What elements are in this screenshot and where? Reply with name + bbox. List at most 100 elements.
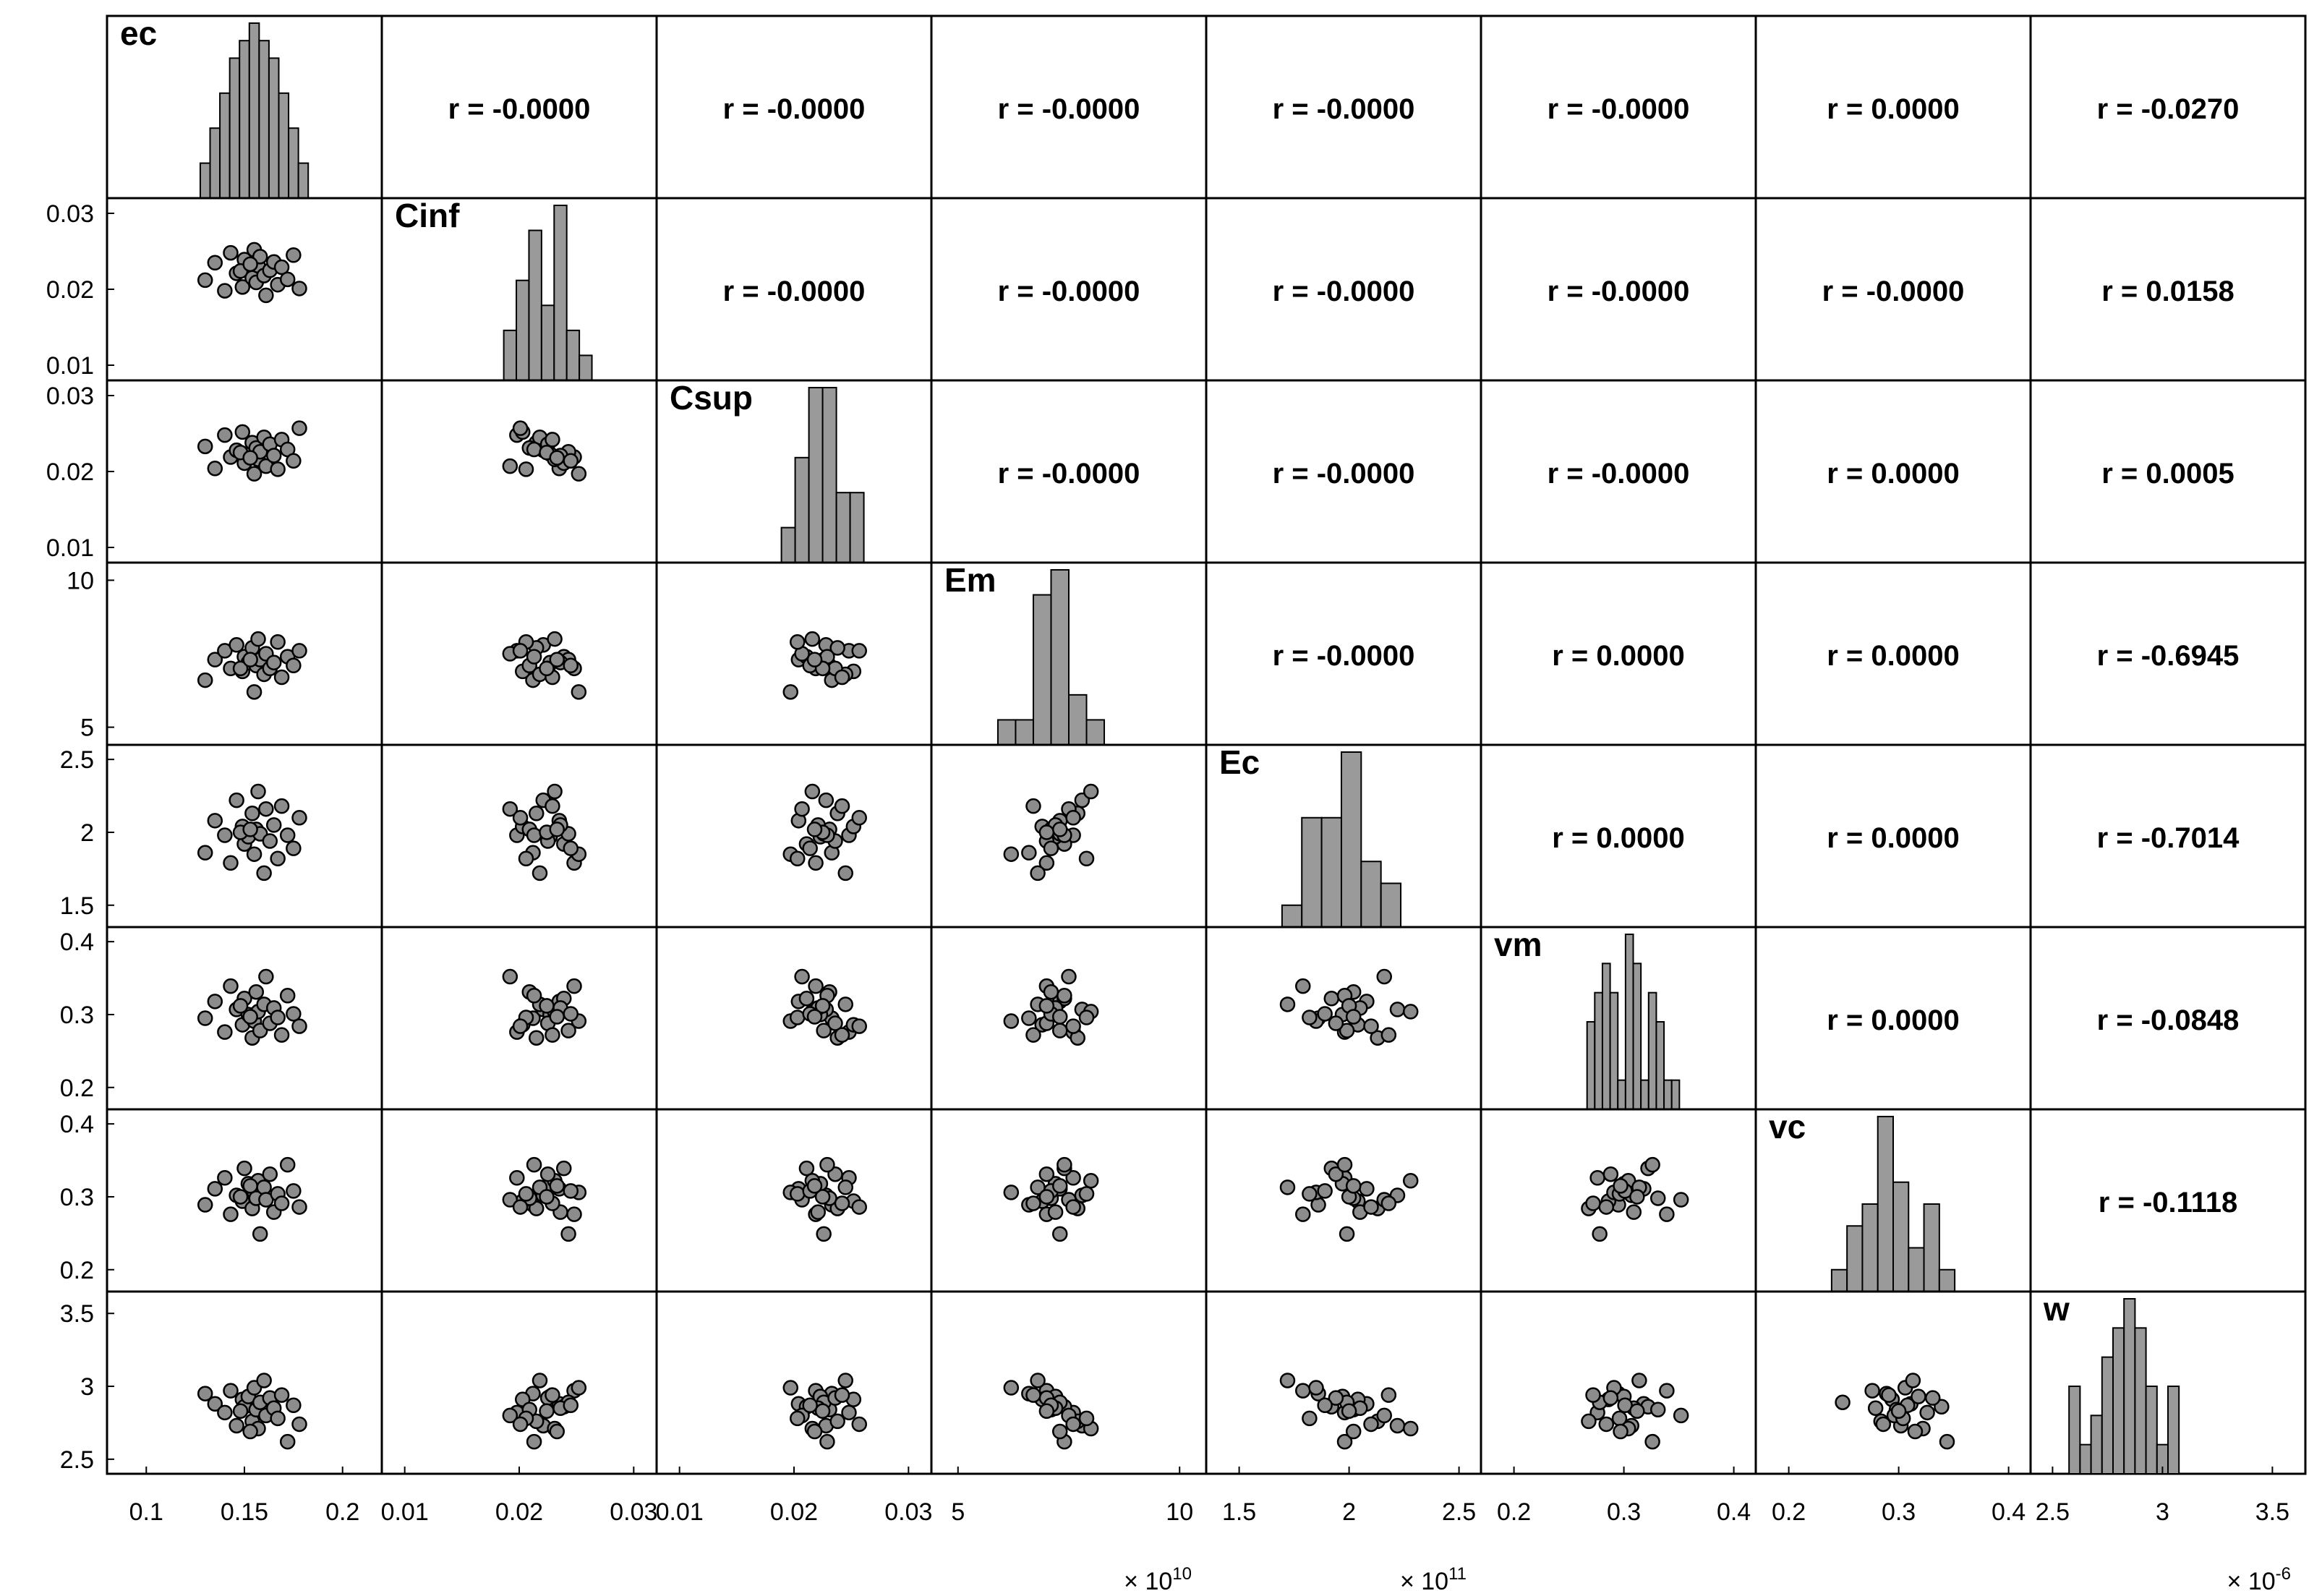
- scatter-point-vc-Ec: [1339, 1226, 1355, 1242]
- scatter-point-vm-Ec: [1402, 1004, 1419, 1020]
- scatter-point-w-Ec: [1295, 1383, 1311, 1399]
- correlation-label-Cinf-vc: r = -0.0000: [1822, 276, 1965, 307]
- scatter-point-vm-ec: [232, 998, 249, 1014]
- scatter-point-vm-Ec: [1345, 1009, 1362, 1025]
- scatter-point-Ec-Em: [1025, 798, 1041, 814]
- axis-multiplier-Ec: × 1011: [1400, 1564, 1467, 1595]
- scatter-point-Csup-Cinf: [518, 461, 534, 477]
- scatter-point-vc-Cinf: [560, 1226, 576, 1242]
- scatter-point-Cinf-ec: [234, 279, 251, 295]
- scatter-point-vm-Cinf: [563, 1006, 579, 1022]
- histogram-bar-Em: [1032, 594, 1052, 746]
- scatter-point-vc-ec: [256, 1179, 272, 1195]
- scatter-point-Cinf-ec: [207, 255, 223, 270]
- scatter-point-vm-Cinf: [526, 988, 542, 1004]
- scatter-point-Ec-Csup: [806, 822, 823, 837]
- scatter-point-vm-Ec: [1323, 991, 1340, 1007]
- x-tick-label-ec: 0.15: [221, 1498, 268, 1526]
- x-tick-label-w: 3: [2156, 1498, 2169, 1526]
- scatter-point-Csup-ec: [291, 420, 307, 436]
- y-tick-label-w: 3: [80, 1373, 94, 1401]
- x-tick-label-vm: 0.3: [1607, 1498, 1641, 1526]
- histogram-bar-Csup: [808, 387, 824, 563]
- scatter-point-Em-Csup: [782, 684, 798, 700]
- scatter-point-vc-vm: [1589, 1170, 1605, 1186]
- scatter-point-Em-Cinf: [539, 660, 555, 677]
- histogram-bar-w: [2134, 1327, 2147, 1475]
- scatter-point-w-vc: [1881, 1387, 1897, 1403]
- scatter-point-Em-Csup: [851, 643, 867, 659]
- scatter-point-Csup-ec: [242, 450, 258, 466]
- cell-frame-Em-vm: [1480, 561, 1757, 746]
- x-tick-label-Csup: 0.03: [884, 1498, 932, 1526]
- scatter-point-w-Cinf: [512, 1416, 529, 1433]
- scatter-point-vm-ec: [207, 994, 223, 1010]
- histogram-bar-w: [2090, 1414, 2103, 1475]
- scatter-point-w-Ec: [1279, 1373, 1296, 1388]
- scatter-point-w-vc: [1867, 1400, 1884, 1417]
- scatter-point-vc-Cinf: [539, 1189, 555, 1205]
- cell-frame-Cinf-Csup: [655, 197, 933, 382]
- cell-frame-Cinf-vc: [1754, 197, 2032, 382]
- scatter-point-Csup-ec: [265, 448, 282, 464]
- scatter-point-Em-Cinf: [571, 684, 587, 700]
- scatter-point-w-ec: [279, 1433, 296, 1450]
- scatter-point-w-Csup: [837, 1373, 853, 1388]
- scatter-point-vm-Csup: [834, 1027, 850, 1043]
- scatter-point-Ec-ec: [246, 846, 262, 862]
- scatter-point-Ec-Cinf: [563, 840, 579, 856]
- scatter-point-w-vm: [1631, 1373, 1647, 1388]
- correlation-label-Csup-Ec: r = -0.0000: [1273, 458, 1415, 490]
- scatter-point-Em-Csup: [790, 633, 806, 650]
- scatter-point-Ec-ec: [242, 822, 258, 837]
- correlation-label-Csup-vm: r = -0.0000: [1548, 458, 1690, 490]
- scatter-point-Ec-ec: [250, 783, 266, 800]
- histogram-bar-ec: [239, 40, 250, 200]
- y-tick-label-Ec: 1.5: [60, 892, 94, 920]
- histogram-bar-Cinf: [553, 205, 568, 381]
- scatter-point-vc-Csup: [851, 1199, 867, 1215]
- scatter-point-w-vm: [1673, 1407, 1689, 1424]
- scatter-point-vm-Csup: [851, 1018, 867, 1034]
- histogram-bar-vm: [1663, 1079, 1673, 1110]
- histogram-bar-w: [2123, 1298, 2136, 1475]
- scatter-point-vc-Csup: [814, 1189, 831, 1205]
- variable-label-vc: vc: [1769, 1108, 1806, 1145]
- scatter-point-vc-Ec: [1302, 1186, 1318, 1202]
- correlation-label-Cinf-Em: r = -0.0000: [998, 276, 1140, 307]
- correlation-label-Csup-w: r = 0.0005: [2101, 458, 2235, 490]
- histogram-bar-Csup: [780, 526, 796, 563]
- histogram-bar-ec: [268, 57, 280, 200]
- scatter-point-vc-Ec: [1336, 1156, 1353, 1173]
- histogram-bar-Cinf: [579, 354, 593, 381]
- x-tick-label-Ec: 2: [1342, 1498, 1356, 1526]
- scatter-point-vm-Csup: [806, 1009, 823, 1025]
- scatter-point-w-Ec: [1302, 1410, 1318, 1427]
- scatter-point-w-ec: [291, 1416, 307, 1433]
- histogram-bar-vm: [1594, 991, 1603, 1110]
- scatter-point-Ec-Em: [1038, 855, 1055, 871]
- scatter-point-vc-Ec: [1317, 1183, 1333, 1199]
- scatter-point-w-vc: [1905, 1373, 1921, 1388]
- y-tick-label-w: 2.5: [60, 1446, 94, 1474]
- x-tick-label-ec: 0.1: [129, 1498, 163, 1526]
- scatter-point-Ec-ec: [256, 865, 272, 882]
- y-tick-label-vc: 0.3: [60, 1184, 94, 1211]
- y-tick-label-Cinf: 0.01: [46, 352, 94, 380]
- scatter-point-w-ec: [256, 1373, 272, 1388]
- scatter-point-w-Csup: [790, 1410, 806, 1427]
- scatter-point-Csup-ec: [234, 424, 251, 440]
- scatter-point-Ec-Cinf: [512, 810, 529, 826]
- scatter-point-w-vm: [1613, 1423, 1629, 1440]
- scatter-point-Csup-ec: [270, 461, 286, 477]
- scatter-point-w-ec: [217, 1404, 233, 1421]
- correlation-label-ec-vc: r = 0.0000: [1827, 93, 1960, 125]
- histogram-bar-vm: [1624, 934, 1634, 1110]
- scatter-point-w-Csup: [819, 1433, 835, 1450]
- histogram-bar-Cinf: [503, 329, 518, 382]
- scatter-point-vc-ec: [207, 1181, 223, 1197]
- scatter-point-vc-ec: [273, 1195, 290, 1211]
- histogram-bar-ec: [278, 92, 290, 199]
- cell-frame-w-Cinf: [380, 1290, 658, 1475]
